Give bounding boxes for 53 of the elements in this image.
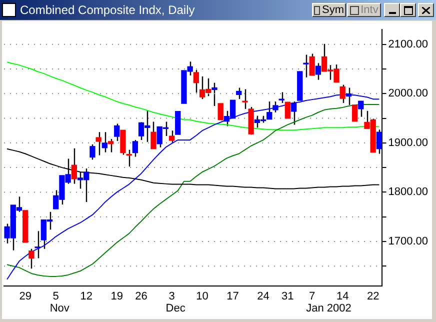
candlestick bbox=[278, 92, 284, 104]
candlestick bbox=[315, 62, 322, 80]
x-tick-label: 5 bbox=[52, 290, 59, 302]
candlestick bbox=[284, 102, 291, 119]
x-tick-label: 14 bbox=[336, 290, 349, 302]
candlestick bbox=[303, 54, 309, 78]
x-tick-label: 12 bbox=[80, 290, 92, 302]
y-tick-label: 2100.00 bbox=[388, 38, 428, 50]
candlestick bbox=[28, 248, 34, 270]
chart-title: Combined Composite Indx, Daily bbox=[20, 3, 196, 17]
candlestick bbox=[34, 230, 40, 259]
x-tick-label: 19 bbox=[110, 290, 123, 302]
candlestick bbox=[168, 130, 175, 144]
x-tick-label: 10 bbox=[196, 290, 208, 302]
text: Intv bbox=[360, 4, 378, 16]
x-tick-label: 29 bbox=[19, 290, 32, 302]
x-tick-label: 17 bbox=[226, 290, 239, 302]
text: Sym bbox=[322, 4, 344, 16]
candlestick bbox=[290, 100, 297, 126]
x-tick-label: 24 bbox=[257, 290, 270, 302]
candlestick bbox=[193, 69, 199, 94]
candlestick bbox=[102, 131, 108, 153]
candlestick bbox=[358, 100, 364, 118]
candlestick bbox=[242, 88, 248, 110]
candlestick bbox=[218, 102, 224, 121]
candlestick bbox=[120, 130, 126, 156]
candlestick bbox=[340, 84, 346, 104]
candlestick bbox=[212, 82, 218, 107]
text: Nov bbox=[50, 302, 70, 314]
candlestick bbox=[272, 100, 278, 113]
candlestick bbox=[96, 131, 102, 156]
x-tick-label: 7 bbox=[309, 290, 316, 302]
x-tick-label: 22 bbox=[366, 290, 380, 302]
candlestick bbox=[236, 87, 242, 100]
y-tick-label: 1900.00 bbox=[388, 136, 428, 149]
x-tick-label: 31 bbox=[282, 290, 294, 302]
candlestick bbox=[132, 139, 138, 158]
candlestick bbox=[126, 149, 132, 168]
x-tick-label: 3 bbox=[168, 290, 175, 302]
y-tick-label: 2000.00 bbox=[388, 88, 428, 100]
candlestick bbox=[108, 138, 114, 153]
candlestick bbox=[114, 123, 120, 142]
candlestick bbox=[309, 53, 315, 76]
candlestick bbox=[175, 111, 181, 135]
candlestick bbox=[352, 104, 358, 122]
candlestick bbox=[90, 144, 96, 160]
text: Dec bbox=[166, 302, 186, 314]
y-tick-label: 1700.00 bbox=[388, 235, 428, 248]
candlestick bbox=[266, 100, 272, 120]
text: Jan 2002 bbox=[306, 302, 352, 314]
candlestick bbox=[150, 121, 156, 150]
x-tick-label: 26 bbox=[135, 290, 148, 302]
y-tick-label: 1800.00 bbox=[388, 186, 428, 198]
